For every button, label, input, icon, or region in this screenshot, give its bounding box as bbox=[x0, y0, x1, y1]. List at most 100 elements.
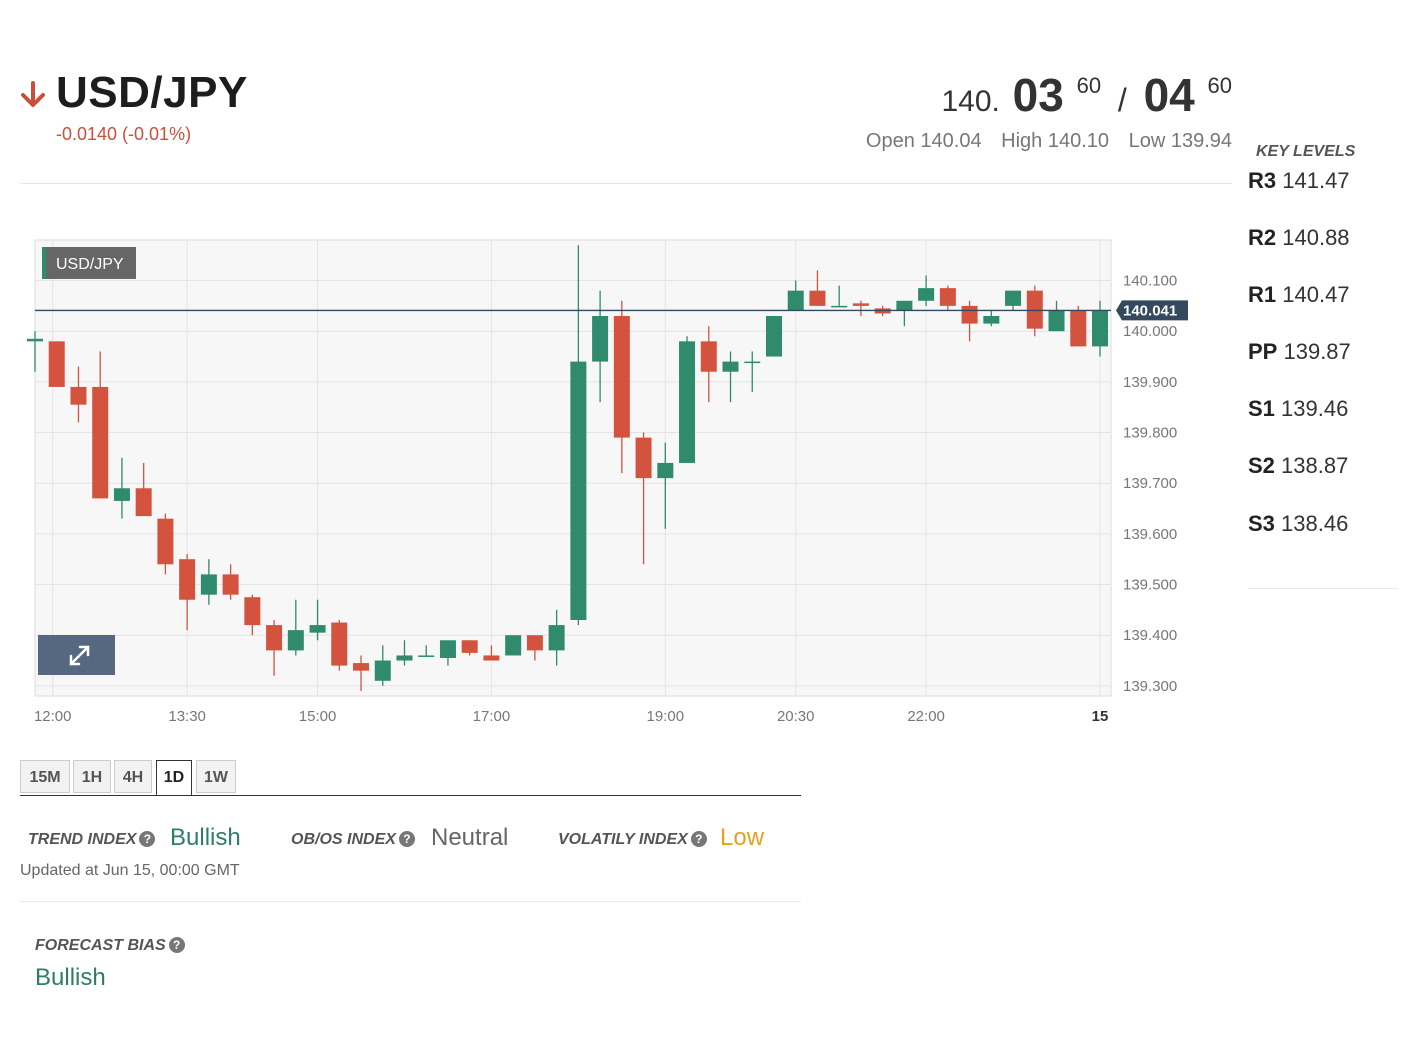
candle-body bbox=[461, 640, 478, 653]
candle-body bbox=[809, 290, 826, 306]
x-tick-label: 19:00 bbox=[647, 708, 685, 725]
candle bbox=[309, 599, 326, 641]
y-tick-label: 139.600 bbox=[1123, 526, 1177, 543]
candle bbox=[635, 432, 652, 565]
candle bbox=[809, 270, 826, 306]
candle bbox=[200, 559, 217, 605]
high-value: High 140.10 bbox=[1001, 130, 1110, 152]
open-value: Open 140.04 bbox=[865, 130, 982, 152]
chart-symbol-tag-bg bbox=[42, 247, 136, 279]
tab-15m[interactable]: 15M bbox=[20, 760, 70, 793]
tab-1h[interactable]: 1H bbox=[73, 760, 111, 793]
candle-body bbox=[722, 361, 739, 372]
candle bbox=[918, 275, 935, 306]
candle-body bbox=[48, 341, 65, 387]
candle-body bbox=[331, 622, 348, 666]
candle-body bbox=[266, 625, 283, 651]
tab-4h[interactable]: 4H bbox=[114, 760, 152, 793]
candle-body bbox=[135, 488, 152, 517]
current-price-line: 140.041 bbox=[35, 300, 1188, 321]
candle-body bbox=[983, 316, 1000, 324]
bid-pip: 60 bbox=[1076, 73, 1102, 98]
candle-body bbox=[222, 574, 239, 595]
candle bbox=[266, 620, 283, 676]
candle-body bbox=[418, 655, 435, 657]
help-icon[interactable]: ? bbox=[398, 831, 415, 847]
key-level-pp: PP 139.87 bbox=[1248, 339, 1351, 364]
candle-body bbox=[244, 597, 261, 626]
down-arrow-icon bbox=[21, 81, 45, 107]
candle-body bbox=[179, 559, 196, 600]
help-icon[interactable]: ? bbox=[690, 831, 707, 847]
key-levels-title: KEY LEVELS bbox=[1256, 143, 1356, 160]
volatility-index-label: VOLATILY INDEX? bbox=[558, 831, 707, 849]
candle bbox=[983, 310, 1000, 327]
candle-body bbox=[1092, 310, 1108, 347]
candle bbox=[765, 316, 782, 357]
candle bbox=[896, 300, 913, 327]
current-price-label: 140.041 bbox=[1123, 302, 1177, 319]
candle bbox=[505, 635, 522, 656]
candle bbox=[287, 599, 304, 656]
tab-1w[interactable]: 1W bbox=[196, 760, 236, 793]
candle-body bbox=[1070, 310, 1087, 347]
help-icon[interactable]: ? bbox=[139, 831, 156, 847]
candle bbox=[418, 645, 435, 657]
candle-body bbox=[679, 341, 696, 463]
candle-body bbox=[613, 316, 630, 438]
price-tag-bg bbox=[1116, 300, 1188, 321]
candle bbox=[592, 290, 609, 403]
expand-button[interactable] bbox=[38, 635, 115, 675]
candlestick-chart[interactable]: 140.041 140.100 140.000 139.900 139.800 139.… bbox=[0, 230, 1240, 730]
volatility-index-value: Low bbox=[720, 824, 765, 851]
low-value: Low 139.94 bbox=[1128, 130, 1232, 152]
candle bbox=[679, 336, 696, 463]
candle bbox=[570, 245, 587, 626]
candle-body bbox=[309, 625, 326, 633]
x-tick-label: 13:30 bbox=[168, 708, 206, 725]
candle bbox=[1005, 290, 1022, 311]
help-icon[interactable]: ? bbox=[168, 937, 185, 953]
candle-body bbox=[483, 655, 500, 661]
candle bbox=[700, 326, 717, 403]
bid-prefix: 140. bbox=[941, 85, 1000, 118]
candle-body bbox=[570, 361, 587, 620]
candle bbox=[157, 513, 174, 575]
candle-body bbox=[27, 338, 43, 342]
candle-body bbox=[787, 290, 804, 311]
candle bbox=[613, 300, 630, 474]
candle-body bbox=[939, 288, 956, 306]
ask-big: 04 bbox=[1143, 69, 1195, 121]
candle-body bbox=[70, 386, 87, 405]
candle-body bbox=[113, 488, 130, 501]
candle-body bbox=[592, 316, 609, 362]
candle bbox=[1048, 300, 1065, 332]
candle-body bbox=[700, 341, 717, 372]
tab-1d[interactable]: 1D bbox=[156, 760, 192, 796]
divider bbox=[20, 183, 1232, 184]
candle bbox=[244, 594, 261, 636]
candle bbox=[548, 609, 565, 666]
key-level-r3: R3 141.47 bbox=[1248, 168, 1350, 193]
ohl-summary: Open 140.04 High 140.10 Low 139.94 bbox=[852, 130, 1232, 153]
obos-index-label: OB/OS INDEX? bbox=[291, 831, 415, 849]
candle bbox=[179, 554, 196, 631]
candle-body bbox=[353, 663, 370, 671]
expand-icon bbox=[69, 645, 90, 666]
key-level-s3: S3 138.46 bbox=[1248, 511, 1349, 536]
bid-big: 03 bbox=[1012, 69, 1064, 121]
candles bbox=[27, 245, 1108, 691]
candle bbox=[939, 285, 956, 311]
candle-body bbox=[657, 462, 674, 479]
y-tick-label: 139.800 bbox=[1123, 425, 1177, 442]
divider bbox=[20, 901, 801, 902]
candle bbox=[461, 640, 478, 656]
forecast-bias-value: Bullish bbox=[35, 964, 106, 991]
candle bbox=[1070, 305, 1087, 347]
candle-body bbox=[505, 635, 522, 656]
candle bbox=[70, 366, 87, 423]
x-tick-label: 12:00 bbox=[34, 708, 72, 725]
candle bbox=[48, 341, 65, 387]
obos-index-value: Neutral bbox=[431, 824, 509, 851]
key-level-r1: R1 140.47 bbox=[1248, 282, 1350, 307]
